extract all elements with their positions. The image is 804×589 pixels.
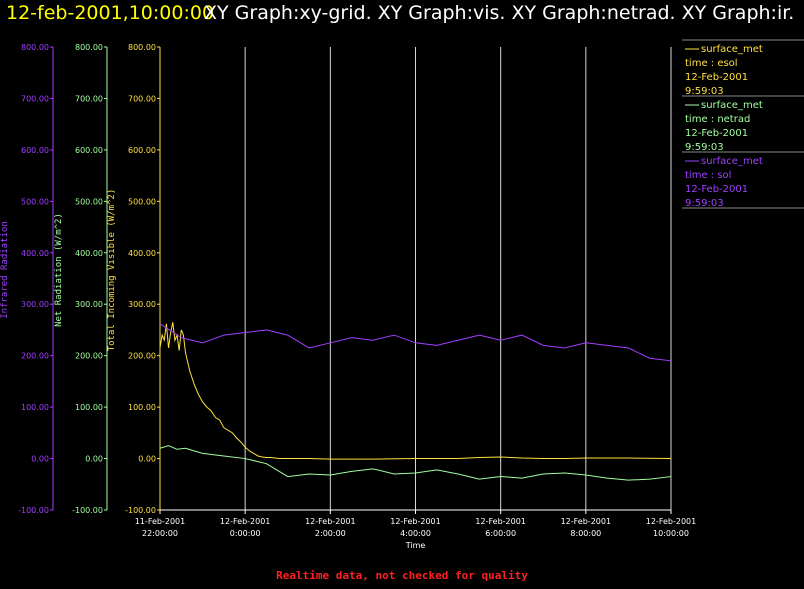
quality-note: Realtime data, not checked for quality [276, 569, 528, 582]
y-tick-label: 300.00 [128, 300, 156, 309]
y-tick-label: 100.00 [128, 403, 156, 412]
legend-date: 12-Feb-2001 [685, 184, 748, 195]
legend-series-name: surface_met [701, 156, 763, 167]
x-tick-time: 4:00:00 [400, 529, 431, 538]
y-tick-label: 0.00 [138, 455, 156, 464]
x-tick-date: 12-Feb-2001 [475, 517, 525, 526]
y-tick-label: -100.00 [125, 506, 156, 515]
x-axis-title: Time [405, 541, 426, 550]
legend-field: time : esol [685, 58, 738, 69]
x-tick-time: 6:00:00 [485, 529, 516, 538]
legend-series-name: surface_met [701, 100, 763, 111]
x-tick-date: 12-Feb-2001 [220, 517, 270, 526]
y-tick-label: 600.00 [75, 146, 103, 155]
y-tick-label: 300.00 [21, 300, 49, 309]
legend-time: 9:59:03 [685, 198, 724, 209]
y-axis-title: Total Incoming Visible (W/m^2) [107, 189, 117, 352]
y-axis-title: Net Radiation (W/m^2) [54, 213, 64, 327]
x-tick-date: 12-Feb-2001 [646, 517, 696, 526]
legend-field: time : sol [685, 170, 731, 181]
y-tick-label: 200.00 [75, 352, 103, 361]
y-tick-label: 700.00 [75, 94, 103, 103]
y-tick-label: 700.00 [128, 94, 156, 103]
y-tick-label: 500.00 [128, 197, 156, 206]
legend-time: 9:59:03 [685, 86, 724, 97]
legend-date: 12-Feb-2001 [685, 72, 748, 83]
legend-series-name: surface_met [701, 44, 763, 55]
series-line [159, 445, 672, 481]
y-tick-label: 700.00 [21, 94, 49, 103]
y-tick-label: 400.00 [21, 249, 49, 258]
y-axis-title: Infrared Radiation [0, 221, 10, 319]
x-tick-time: 0:00:00 [230, 529, 261, 538]
x-tick-date: 11-Feb-2001 [135, 517, 185, 526]
series-line [159, 323, 672, 362]
y-tick-label: 100.00 [75, 403, 103, 412]
x-tick-time: 22:00:00 [142, 529, 178, 538]
x-tick-time: 8:00:00 [570, 529, 601, 538]
y-tick-label: 500.00 [75, 197, 103, 206]
header: 12-feb-2001,10:00:00 XY Graph:xy-grid. X… [0, 0, 804, 30]
legend-field: time : netrad [685, 114, 750, 125]
y-tick-label: -100.00 [18, 506, 49, 515]
y-tick-label: 0.00 [85, 455, 103, 464]
graph-title: XY Graph:xy-grid. XY Graph:vis. XY Graph… [204, 2, 795, 24]
y-tick-label: -100.00 [72, 506, 103, 515]
x-tick-date: 12-Feb-2001 [390, 517, 440, 526]
x-tick-time: 10:00:00 [653, 529, 689, 538]
y-tick-label: 200.00 [21, 352, 49, 361]
timestamp: 12-feb-2001,10:00:00 [6, 2, 215, 24]
x-tick-time: 2:00:00 [315, 529, 346, 538]
y-tick-label: 800.00 [21, 43, 49, 52]
series-line [159, 322, 672, 460]
y-tick-label: 100.00 [21, 403, 49, 412]
y-tick-label: 0.00 [31, 455, 49, 464]
x-tick-date: 12-Feb-2001 [561, 517, 611, 526]
x-tick-date: 12-Feb-2001 [305, 517, 355, 526]
y-tick-label: 600.00 [21, 146, 49, 155]
y-tick-label: 200.00 [128, 352, 156, 361]
y-tick-label: 400.00 [75, 249, 103, 258]
y-tick-label: 400.00 [128, 249, 156, 258]
y-tick-label: 300.00 [75, 300, 103, 309]
y-tick-label: 500.00 [21, 197, 49, 206]
legend-time: 9:59:03 [685, 142, 724, 153]
y-tick-label: 800.00 [75, 43, 103, 52]
y-tick-label: 600.00 [128, 146, 156, 155]
y-tick-label: 800.00 [128, 43, 156, 52]
legend-date: 12-Feb-2001 [685, 128, 748, 139]
